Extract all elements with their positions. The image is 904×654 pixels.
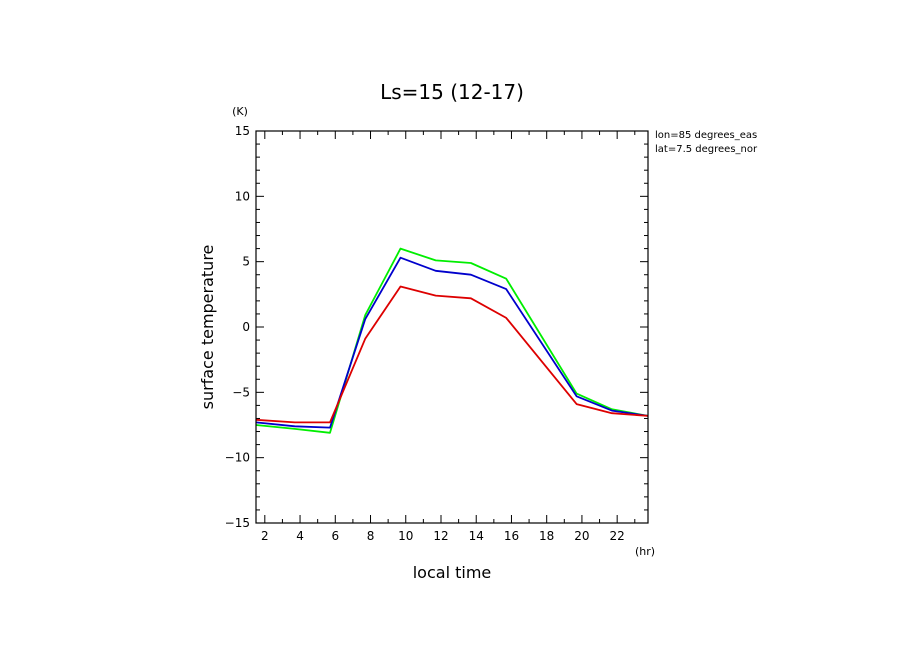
x-tick-label: 20 [574, 529, 589, 543]
y-tick-label: 10 [235, 189, 250, 203]
chart-title: Ls=15 (12-17) [380, 80, 524, 104]
y-tick-label: 5 [242, 255, 250, 269]
x-axis-unit: (hr) [635, 545, 655, 558]
y-tick-label: 15 [235, 124, 250, 138]
x-tick-label: 6 [331, 529, 339, 543]
series-layer [255, 247, 649, 434]
x-tick-label: 2 [261, 529, 269, 543]
x-tick-label: 12 [433, 529, 448, 543]
series-line-0 [255, 247, 649, 434]
x-tick-label: 10 [398, 529, 413, 543]
axis-ticks: −15 −10 −5 0 5 10 15 2 4 6 8 10 12 14 16 18 20 22 [225, 124, 648, 543]
series-line-1 [255, 256, 649, 429]
x-tick-label: 16 [504, 529, 519, 543]
x-tick-label: 18 [539, 529, 554, 543]
longitude-annotation: lon=85 degrees_eas [655, 130, 757, 141]
y-tick-label: 0 [242, 320, 250, 334]
x-tick-label: 14 [469, 529, 484, 543]
y-axis-label: surface temperature [198, 245, 217, 410]
x-tick-label: 22 [610, 529, 625, 543]
x-tick-label: 8 [367, 529, 375, 543]
plot-frame [255, 130, 649, 524]
x-axis-label: local time [413, 563, 492, 582]
y-tick-label: −5 [232, 385, 250, 399]
y-axis-unit: (K) [232, 105, 248, 118]
latitude-annotation: lat=7.5 degrees_nor [655, 144, 758, 155]
y-tick-label: −15 [225, 516, 250, 530]
series-line-2 [255, 285, 649, 424]
x-tick-label: 4 [296, 529, 304, 543]
y-tick-label: −10 [225, 451, 250, 465]
